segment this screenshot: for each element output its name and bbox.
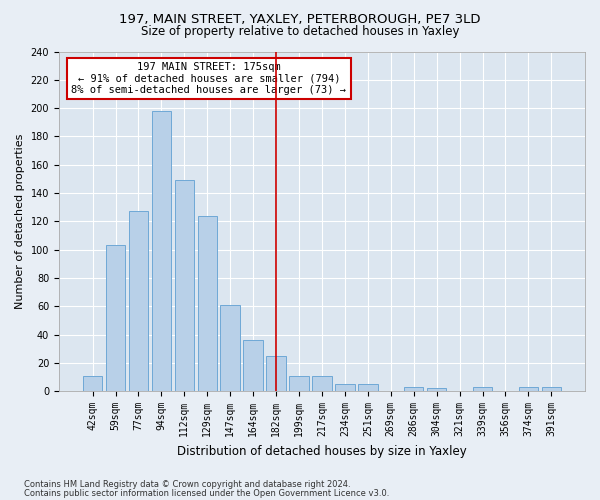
Bar [289,376,309,391]
Text: 197 MAIN STREET: 175sqm
← 91% of detached houses are smaller (794)
8% of semi-de: 197 MAIN STREET: 175sqm ← 91% of detache… [71,62,346,95]
Bar [244,340,263,391]
Bar [518,387,538,391]
Text: Size of property relative to detached houses in Yaxley: Size of property relative to detached ho… [141,25,459,38]
Text: Contains public sector information licensed under the Open Government Licence v3: Contains public sector information licen… [24,488,389,498]
Bar [83,376,103,391]
Bar [404,387,424,391]
X-axis label: Distribution of detached houses by size in Yaxley: Distribution of detached houses by size … [177,444,467,458]
Y-axis label: Number of detached properties: Number of detached properties [15,134,25,309]
Bar [106,246,125,391]
Bar [427,388,446,391]
Bar [175,180,194,391]
Bar [358,384,377,391]
Bar [335,384,355,391]
Bar [473,387,492,391]
Text: 197, MAIN STREET, YAXLEY, PETERBOROUGH, PE7 3LD: 197, MAIN STREET, YAXLEY, PETERBOROUGH, … [119,12,481,26]
Bar [128,212,148,391]
Bar [542,387,561,391]
Bar [220,305,240,391]
Bar [266,356,286,391]
Bar [312,376,332,391]
Bar [152,111,171,391]
Text: Contains HM Land Registry data © Crown copyright and database right 2024.: Contains HM Land Registry data © Crown c… [24,480,350,489]
Bar [197,216,217,391]
